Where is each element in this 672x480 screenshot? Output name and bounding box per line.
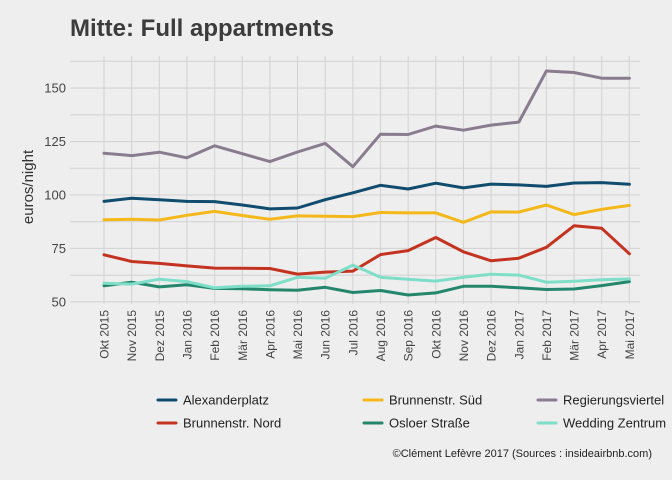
- x-tick-label: Mär 2016: [236, 310, 250, 361]
- x-tick-label: Nov 2015: [125, 310, 139, 362]
- x-tick-label: Apr 2016: [263, 310, 277, 359]
- x-tick-label: Jun 2016: [319, 310, 333, 360]
- y-tick-label: 150: [44, 81, 66, 96]
- series-line: [102, 69, 631, 169]
- legend: Alexanderplatz Brunnenstr. Süd Regierungsv…: [156, 393, 666, 431]
- x-tick-label: Nov 2016: [457, 310, 471, 362]
- gridlines: [70, 56, 640, 304]
- y-tick-label: 75: [52, 241, 66, 256]
- legend-label: Osloer Straße: [389, 416, 470, 431]
- series-line: [102, 203, 631, 224]
- x-tick-label: Sep 2016: [402, 310, 416, 362]
- x-tick-label: Okt 2016: [429, 310, 443, 359]
- x-tick-label: Dez 2015: [153, 310, 167, 362]
- x-tick-label: Mai 2016: [291, 310, 305, 360]
- y-tick-label: 125: [44, 134, 66, 149]
- x-tick-label: Feb 2016: [208, 310, 222, 361]
- y-axis-ticks: 50 75 100 125 150: [44, 81, 66, 310]
- chart-caption: ©Clément Lefèvre 2017 (Sources : insidea…: [393, 448, 652, 460]
- x-tick-label: Jan 2016: [180, 310, 194, 360]
- x-tick-label: Okt 2015: [98, 310, 112, 359]
- x-tick-label: Dez 2016: [485, 310, 499, 362]
- legend-label: Regierungsviertel: [563, 393, 664, 408]
- x-tick-label: Jul 2016: [346, 310, 360, 356]
- legend-label: Alexanderplatz: [183, 393, 269, 408]
- x-axis-ticks: Okt 2015 Nov 2015 Dez 2015 Jan 2016 Feb 2016…: [98, 310, 637, 362]
- y-tick-label: 100: [44, 187, 66, 202]
- series-line: [102, 263, 631, 290]
- y-axis-label: euros/night: [20, 149, 37, 224]
- x-tick-label: Jan 2017: [512, 310, 526, 360]
- legend-label: Brunnenstr. Nord: [183, 416, 281, 431]
- chart-title: Mitte: Full appartments: [70, 15, 334, 42]
- series-line: [102, 224, 631, 276]
- legend-label: Wedding Zentrum: [563, 416, 666, 431]
- x-tick-label: Mai 2017: [623, 310, 637, 360]
- series-line: [102, 280, 631, 297]
- x-tick-label: Apr 2017: [595, 310, 609, 359]
- y-tick-label: 50: [52, 294, 66, 309]
- series-lines: [102, 69, 631, 297]
- x-tick-label: Feb 2017: [540, 310, 554, 361]
- series-line: [102, 181, 631, 211]
- x-tick-label: Mär 2017: [568, 310, 582, 361]
- legend-label: Brunnenstr. Süd: [389, 393, 482, 408]
- x-tick-label: Aug 2016: [374, 310, 388, 362]
